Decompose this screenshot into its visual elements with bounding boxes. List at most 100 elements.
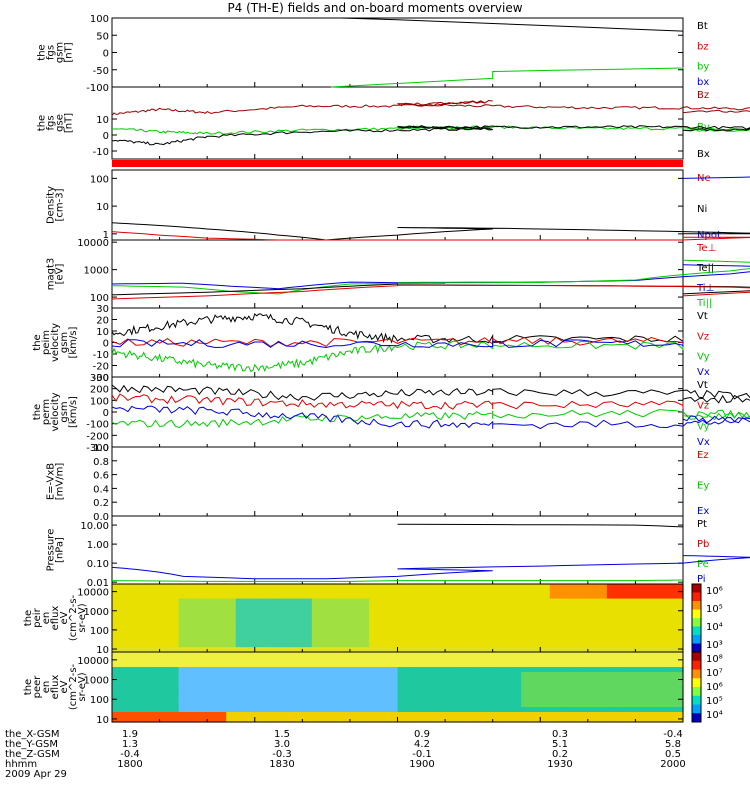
spectrogram-cell (150, 692, 161, 698)
spectrogram-cell (587, 672, 598, 678)
spectrogram-cell (654, 608, 665, 614)
spectrogram-cell (359, 598, 370, 605)
spectrogram-cell (654, 593, 665, 600)
spectrogram-cell (407, 632, 418, 639)
legend-entry: by (697, 62, 709, 73)
spectrogram-cell (473, 702, 484, 708)
spectrogram-cell (311, 618, 322, 624)
spectrogram-cell (407, 697, 418, 703)
spectrogram-cell (245, 603, 256, 609)
spectrogram-cell (273, 652, 284, 658)
spectrogram-cell (540, 677, 551, 683)
spectrogram-cell (635, 632, 646, 639)
spectrogram-cell (644, 598, 656, 605)
spectrogram-cell (150, 588, 161, 595)
spectrogram-cell (207, 593, 218, 600)
spectrogram-cell (521, 667, 532, 673)
spectrogram-cell (340, 702, 351, 708)
spectrogram-cell (150, 613, 161, 619)
spectrogram-cell (416, 632, 427, 639)
spectrogram-cell (302, 632, 313, 639)
spectrogram-cell (112, 603, 123, 609)
spectrogram-cell (302, 682, 313, 688)
spectrogram-cell (169, 652, 180, 658)
spectrogram-cell (540, 632, 551, 639)
y-tick-label: 10000 (77, 588, 109, 599)
spectrogram-cell (330, 652, 341, 658)
spectrogram-cell (654, 613, 665, 619)
spectrogram-cell (435, 687, 446, 693)
spectrogram-cell (131, 692, 142, 698)
spectrogram-cell (568, 657, 579, 663)
spectrogram-cell (597, 707, 608, 713)
y-tick-label: 0.2 (93, 498, 109, 509)
spectrogram-cell (140, 588, 151, 595)
spectrogram-cell (625, 682, 637, 688)
spectrogram-cell (178, 707, 189, 713)
spectrogram-cell (140, 618, 151, 624)
spectrogram-cell (245, 647, 256, 653)
spectrogram-cell (207, 637, 218, 643)
spectrogram-cell (568, 632, 579, 639)
colorbar-segment (692, 635, 701, 644)
legend-entry: Bz (697, 90, 709, 101)
y-tick-label: 100 (90, 396, 109, 407)
spectrogram-cell (416, 707, 427, 713)
spectrogram-cell (169, 687, 180, 693)
spectrogram-cell (368, 618, 380, 624)
spectrogram-cell (435, 672, 446, 678)
spectrogram-cell (150, 637, 161, 643)
series-line-Bt (226, 17, 684, 32)
spectrogram-cell (349, 682, 361, 688)
spectrogram-cell (188, 687, 199, 693)
spectrogram-cell (502, 647, 513, 653)
spectrogram-cell (349, 677, 361, 683)
spectrogram-cell (606, 712, 617, 718)
spectrogram-cell (197, 603, 208, 609)
y-tick-label: 1.00 (87, 540, 109, 551)
spectrogram-cell (273, 697, 284, 703)
legend-entry: Vz (697, 401, 709, 412)
spectrogram-cell (178, 588, 189, 595)
colorbar-tick-label: 10⁵ (706, 696, 723, 707)
spectrogram-cell (416, 622, 427, 629)
spectrogram-cell (407, 584, 418, 590)
spectrogram-cell (568, 682, 579, 688)
spectrogram-cell (292, 707, 303, 713)
spectrogram-cell (359, 702, 370, 708)
spectrogram-cell (654, 687, 665, 693)
spectrogram-cell (131, 652, 142, 658)
spectrogram-cell (245, 613, 256, 619)
spectrogram-cell (559, 677, 570, 683)
spectrogram-cell (359, 687, 370, 693)
spectrogram-cell (112, 618, 123, 624)
spectrogram-cell (387, 642, 399, 648)
spectrogram-cell (178, 637, 189, 643)
spectrogram-cell (530, 657, 541, 663)
spectrogram-cell (349, 593, 361, 600)
spectrogram-cell (169, 598, 180, 605)
spectrogram-cell (349, 632, 361, 639)
x-axis-row-label: the_X-GSM (5, 729, 59, 740)
spectrogram-cell (397, 627, 408, 634)
spectrogram-cell (197, 687, 208, 693)
spectrogram-cell (464, 647, 475, 653)
spectrogram-cell (435, 702, 446, 708)
spectrogram-cell (368, 667, 380, 673)
spectrogram-cell (340, 588, 351, 595)
spectrogram-cell (416, 593, 427, 600)
x-axis-value: 2000 (660, 759, 685, 770)
spectrogram-cell (635, 672, 646, 678)
legend-entry: Pe (697, 559, 709, 570)
spectrogram-cell (169, 622, 180, 629)
spectrogram-cell (254, 622, 265, 629)
spectrogram-cell (273, 717, 284, 723)
spectrogram-cell (625, 632, 637, 639)
spectrogram-cell (321, 687, 332, 693)
spectrogram-cell (492, 707, 503, 713)
spectrogram-cell (549, 697, 560, 703)
spectrogram-cell (397, 667, 408, 673)
spectrogram-cell (264, 642, 275, 648)
spectrogram-cell (483, 598, 494, 605)
spectrogram-cell (349, 613, 361, 619)
